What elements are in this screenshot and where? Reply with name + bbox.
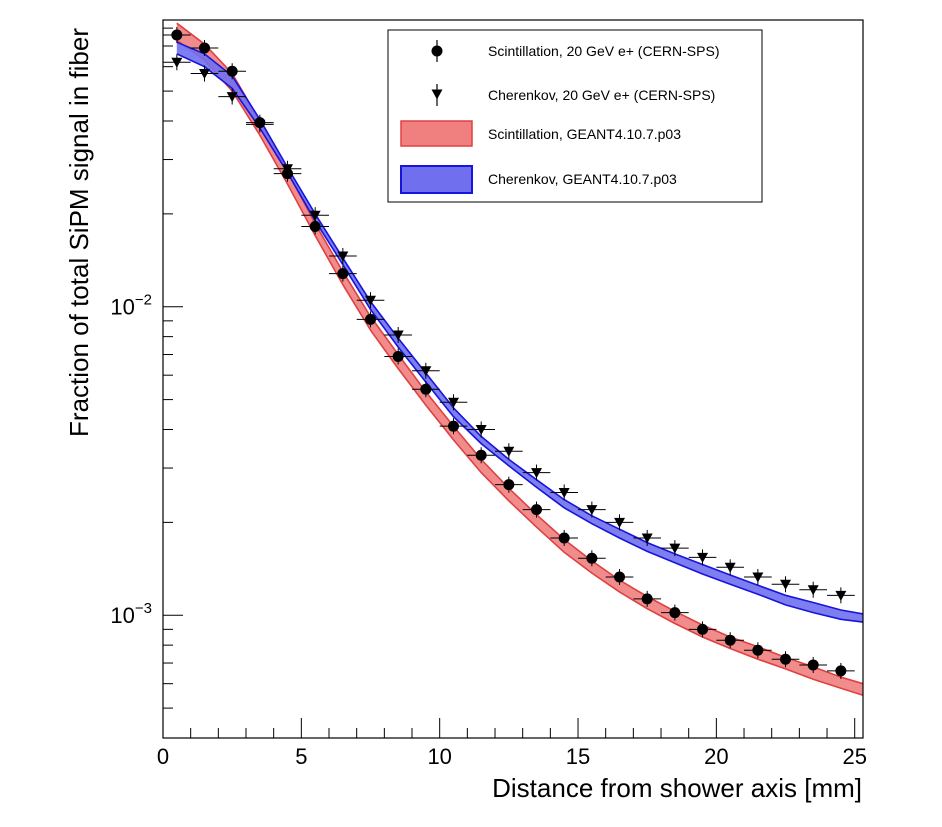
- band-edge-lower-1: [176, 53, 864, 623]
- x-tick-label: 20: [704, 744, 728, 769]
- data-point-circle: [337, 268, 349, 280]
- data-point-circle: [669, 607, 681, 619]
- data-point-triangle: [558, 487, 570, 498]
- data-point-triangle: [641, 533, 653, 544]
- data-point-circle: [503, 479, 515, 491]
- legend-entry-3: Cherenkov, GEANT4.10.7.p03: [488, 171, 677, 187]
- data-point-triangle: [807, 585, 819, 596]
- x-tick-label: 10: [427, 744, 451, 769]
- data-point-triangle: [475, 424, 487, 435]
- y-tick-label: 10−3: [110, 600, 152, 628]
- data-point-circle: [171, 29, 183, 41]
- legend-marker-circle: [431, 45, 443, 57]
- data-point-triangle: [586, 505, 598, 516]
- data-point-triangle: [171, 57, 183, 68]
- data-point-triangle: [254, 119, 266, 130]
- data-point-triangle: [199, 69, 211, 80]
- data-point-circle: [309, 220, 321, 232]
- data-point-circle: [614, 571, 626, 583]
- plot-frame: [162, 19, 864, 739]
- data-point-circle: [365, 313, 377, 325]
- legend-marker-triangle: [431, 89, 443, 100]
- data-point-circle: [641, 593, 653, 605]
- data-point-triangle: [282, 164, 294, 175]
- data-point-circle: [558, 532, 570, 544]
- data-point-triangle: [309, 210, 321, 221]
- data-point-triangle: [614, 517, 626, 528]
- data-point-circle: [835, 665, 847, 677]
- data-point-circle: [226, 65, 238, 77]
- data-point-triangle: [835, 590, 847, 601]
- legend-entry-2: Scintillation, GEANT4.10.7.p03: [488, 126, 681, 142]
- legend-band-blue: [400, 165, 473, 194]
- data-point-circle: [448, 420, 460, 432]
- data-point-triangle: [337, 251, 349, 262]
- y-axis-ticks: 10−2 10−3: [110, 27, 183, 739]
- x-tick-label: 0: [157, 744, 169, 769]
- data-point-circle: [780, 653, 792, 665]
- data-point-triangle: [724, 562, 736, 573]
- data-point-triangle: [531, 468, 543, 479]
- legend-entry-1: Cherenkov, 20 GeV e+ (CERN-SPS): [488, 87, 715, 103]
- data-point-triangle: [503, 446, 515, 457]
- x-tick-label: 15: [566, 744, 590, 769]
- y-tick-exponent: −3: [135, 600, 152, 617]
- data-point-circle: [420, 383, 432, 395]
- y-tick-exponent: −2: [135, 292, 152, 309]
- legend: Scintillation, 20 GeV e+ (CERN-SPS) Cher…: [387, 29, 763, 203]
- band-fill-1: [176, 42, 864, 623]
- data-point-triangle: [448, 397, 460, 408]
- x-tick-label: 25: [842, 744, 866, 769]
- legend-entry-0: Scintillation, 20 GeV e+ (CERN-SPS): [488, 43, 719, 59]
- data-point-circle: [724, 634, 736, 646]
- legend-band-red: [400, 120, 473, 147]
- data-point-circle: [392, 350, 404, 362]
- data-point-circle: [752, 644, 764, 656]
- data-point-triangle: [420, 366, 432, 377]
- data-point-triangle: [669, 543, 681, 554]
- data-point-circle: [807, 659, 819, 671]
- data-point-circle: [586, 552, 598, 564]
- data-point-circle: [697, 623, 709, 635]
- data-point-triangle: [392, 330, 404, 341]
- data-point-circle: [475, 449, 487, 461]
- x-axis-ticks: 0 5 10 15 20 25: [157, 718, 867, 769]
- data-point-triangle: [365, 295, 377, 306]
- x-tick-label: 5: [295, 744, 307, 769]
- band-edge-lower-0: [176, 39, 864, 697]
- data-point-triangle: [752, 572, 764, 583]
- y-axis-label: Fraction of total SiPM signal in fiber: [64, 28, 94, 437]
- x-axis-label: Distance from shower axis [mm]: [492, 773, 862, 803]
- data-point-triangle: [226, 92, 238, 103]
- data-point-circle: [531, 504, 543, 516]
- data-point-triangle: [780, 579, 792, 590]
- data-points: [163, 26, 855, 679]
- data-point-circle: [199, 42, 211, 54]
- y-tick-label: 10−2: [110, 292, 152, 320]
- data-point-triangle: [697, 552, 709, 563]
